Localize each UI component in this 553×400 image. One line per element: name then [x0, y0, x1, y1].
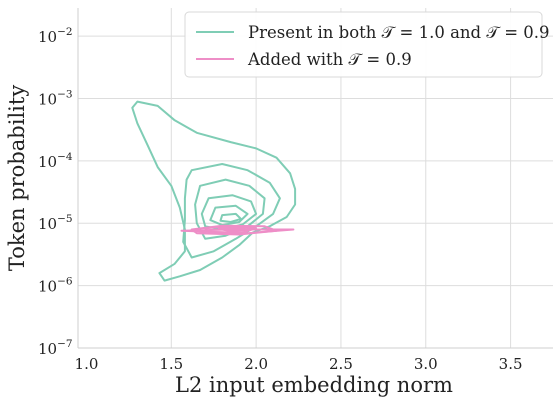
- legend: Present in both 𝒯 = 1.0 and 𝒯 = 0.9 Adde…: [184, 11, 550, 78]
- x-tick-label: 3.0: [414, 355, 438, 373]
- y-tick-label: 10−2: [38, 26, 73, 46]
- legend-entry-present-in-both: Present in both 𝒯 = 1.0 and 𝒯 = 0.9: [248, 23, 550, 42]
- density-contour: [200, 194, 258, 231]
- y-tick-labels: 10−7 10−6 10−5 10−4 10−3 10−2: [38, 26, 73, 358]
- legend-entry-added: Added with 𝒯 = 0.9: [247, 50, 412, 69]
- density-contour: [131, 100, 297, 282]
- density-contour: [204, 225, 258, 234]
- x-tick-label: 2.5: [329, 355, 353, 373]
- series-layer: [131, 100, 297, 282]
- density-contour: [219, 212, 242, 223]
- y-tick-label: 10−4: [38, 151, 73, 171]
- x-tick-label: 2.0: [244, 355, 268, 373]
- x-tick-label: 3.5: [499, 355, 523, 373]
- y-tick-label: 10−6: [38, 276, 73, 296]
- series-present-in-both: [131, 100, 297, 282]
- density-contour: [182, 163, 281, 259]
- y-tick-label: 10−7: [38, 338, 73, 358]
- x-tick-labels: 1.0 1.5 2.0 2.5 3.0 3.5: [75, 355, 523, 373]
- legend-box: [184, 11, 543, 78]
- series-added: [180, 224, 295, 236]
- density-contour: [190, 224, 278, 236]
- x-axis-label: L2 input embedding norm: [175, 373, 453, 397]
- x-tick-label: 1.5: [159, 355, 183, 373]
- density-contour: [209, 204, 249, 227]
- plot-frame: [77, 8, 553, 349]
- x-tick-label: 1.0: [75, 355, 99, 373]
- density-contour: [217, 226, 249, 233]
- y-tick-label: 10−3: [38, 88, 73, 108]
- y-axis-label: Token probability: [5, 85, 29, 271]
- y-tick-label: 10−5: [38, 213, 73, 233]
